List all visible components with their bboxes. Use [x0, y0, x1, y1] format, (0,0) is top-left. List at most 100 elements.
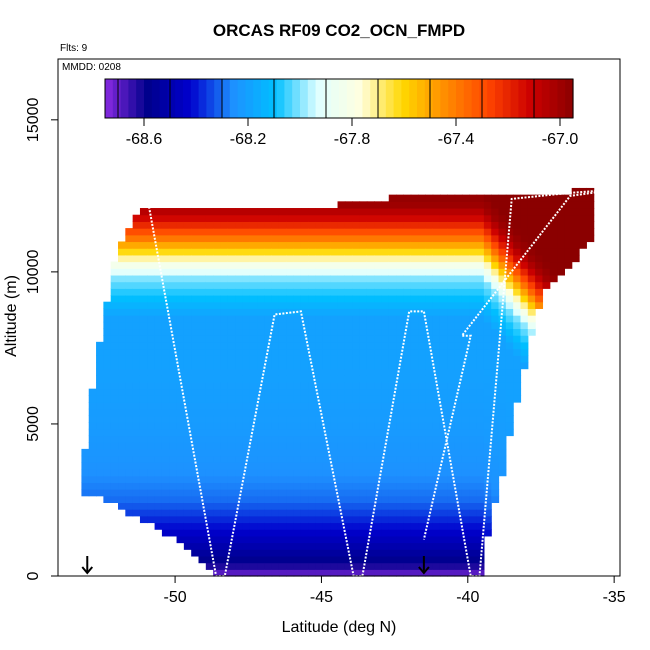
heatmap-cell: [257, 455, 265, 463]
heatmap-cell: [337, 435, 346, 443]
heatmap-cell: [425, 241, 434, 249]
heatmap-cell: [498, 308, 507, 316]
heatmap-cell: [198, 455, 207, 463]
heatmap-cell: [454, 214, 463, 222]
heatmap-cell: [352, 368, 361, 376]
heatmap-cell: [191, 415, 200, 423]
heatmap-cell: [118, 408, 126, 417]
heatmap-cell: [271, 241, 280, 249]
heatmap-cell: [447, 509, 456, 517]
heatmap-cell: [337, 428, 346, 437]
heatmap-cell: [410, 482, 419, 490]
heatmap-cell: [235, 422, 244, 430]
heatmap-cell: [461, 214, 470, 222]
heatmap-cell: [169, 455, 178, 463]
heatmap-cell: [476, 241, 485, 249]
heatmap-cell: [396, 381, 404, 390]
heatmap-cell: [161, 288, 170, 296]
heatmap-cell: [461, 248, 470, 256]
heatmap-cell: [227, 381, 236, 390]
heatmap-cell: [205, 234, 214, 243]
heatmap-cell: [476, 208, 485, 216]
heatmap-cell: [366, 375, 375, 383]
heatmap-cell: [483, 268, 492, 276]
heatmap-cell: [264, 435, 273, 443]
heatmap-cell: [432, 455, 441, 463]
heatmap-cell: [198, 422, 207, 430]
heatmap-cell: [483, 442, 492, 450]
heatmap-cell: [439, 274, 448, 283]
heatmap-cell: [235, 509, 244, 517]
heatmap-cell: [161, 475, 170, 483]
heatmap-cell: [198, 442, 207, 450]
heatmap-cell: [242, 335, 251, 343]
heatmap-cell: [469, 509, 478, 517]
heatmap-cell: [542, 214, 551, 222]
heatmap-cell: [154, 228, 163, 236]
heatmap-cell: [396, 241, 404, 249]
heatmap-cell: [235, 462, 244, 470]
heatmap-cell: [344, 502, 353, 510]
heatmap-cell: [352, 482, 361, 490]
heatmap-cell: [366, 381, 375, 390]
heatmap-cell: [447, 315, 456, 323]
heatmap-cell: [366, 241, 375, 249]
heatmap-cell: [176, 268, 185, 276]
heatmap-cell: [425, 522, 434, 530]
heatmap-cell: [374, 455, 383, 463]
heatmap-cell: [410, 361, 419, 370]
heatmap-cell: [432, 288, 441, 296]
heatmap-cell: [374, 214, 383, 222]
heatmap-cell: [220, 321, 229, 330]
heatmap-cell: [176, 515, 185, 524]
heatmap-cell: [264, 482, 273, 490]
heatmap-cell: [454, 408, 463, 417]
heatmap-cell: [447, 435, 456, 443]
heatmap-cell: [344, 569, 353, 577]
heatmap-cell: [235, 569, 244, 577]
heatmap-cell: [103, 495, 112, 503]
heatmap-cell: [315, 315, 324, 323]
heatmap-cell: [257, 415, 265, 423]
heatmap-cell: [308, 462, 317, 470]
heatmap-cell: [344, 402, 353, 410]
heatmap-cell: [191, 422, 200, 430]
heatmap-cell: [447, 254, 456, 263]
heatmap-cell: [125, 268, 134, 276]
heatmap-cell: [381, 268, 390, 276]
heatmap-cell: [249, 475, 258, 483]
heatmap-cell: [505, 375, 514, 383]
heatmap-cell: [154, 335, 163, 343]
heatmap-cell: [469, 335, 478, 343]
heatmap-cell: [118, 281, 126, 289]
heatmap-cell: [410, 549, 419, 557]
heatmap-cell: [388, 375, 397, 383]
heatmap-cell: [103, 408, 112, 417]
heatmap-cell: [469, 321, 478, 330]
heatmap-cell: [439, 381, 448, 390]
heatmap-cell: [264, 241, 273, 249]
heatmap-cell: [286, 348, 295, 356]
heatmap-cell: [154, 355, 163, 363]
heatmap-cell: [183, 462, 192, 470]
heatmap-cell: [337, 308, 346, 316]
heatmap-cell: [147, 475, 156, 483]
heatmap-cell: [374, 201, 383, 209]
heatmap-cell: [483, 348, 492, 356]
heatmap-cell: [125, 462, 134, 470]
heatmap-cell: [264, 475, 273, 483]
heatmap-cell: [110, 448, 119, 457]
heatmap-cell: [381, 395, 390, 403]
heatmap-cell: [439, 335, 448, 343]
heatmap-cell: [403, 555, 412, 564]
heatmap-cell: [374, 388, 383, 396]
heatmap-cell: [447, 515, 456, 524]
heatmap-cell: [571, 254, 580, 263]
heatmap-cell: [308, 482, 317, 490]
heatmap-cell: [432, 529, 441, 537]
heatmap-cell: [308, 428, 317, 437]
heatmap-cell: [286, 274, 295, 283]
heatmap-cell: [198, 321, 207, 330]
heatmap-cell: [139, 462, 148, 470]
heatmap-cell: [425, 502, 434, 510]
